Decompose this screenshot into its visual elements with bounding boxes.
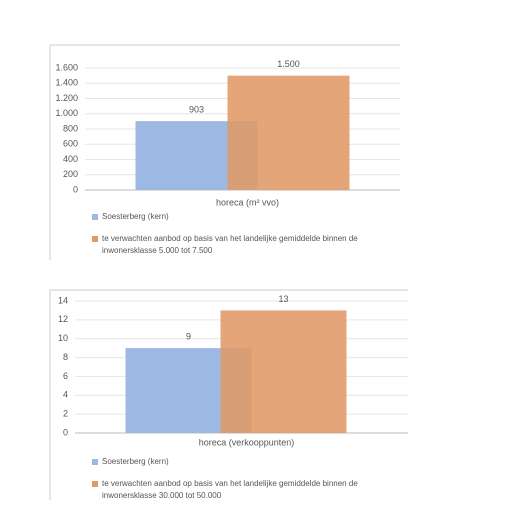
value-label: 13: [278, 294, 288, 304]
legend-label: Soesterberg (kern): [102, 212, 169, 221]
value-label: 1.500: [277, 59, 300, 69]
bar: [220, 310, 347, 433]
legend-swatch: [92, 214, 98, 220]
panel-border: [49, 289, 408, 500]
y-tick-label: 1.000: [55, 108, 78, 118]
y-tick-label: 8: [63, 352, 68, 362]
legend-label: Soesterberg (kern): [102, 457, 169, 466]
y-tick-label: 10: [58, 333, 68, 343]
bar: [227, 75, 350, 190]
y-tick-label: 12: [58, 314, 68, 324]
y-tick-label: 1.600: [55, 62, 78, 72]
y-tick-label: 2: [63, 409, 68, 419]
y-tick-label: 1.400: [55, 78, 78, 88]
y-tick-label: 800: [63, 123, 78, 133]
x-tick-label: horeca (verkooppunten): [199, 437, 295, 447]
y-tick-label: 0: [63, 427, 68, 437]
y-tick-label: 0: [73, 184, 78, 194]
legend-item: te verwachten aanbod op basis van het la…: [92, 478, 392, 502]
legend-item: Soesterberg (kern): [92, 211, 392, 223]
value-label: 9: [186, 332, 191, 342]
value-label: 903: [189, 105, 204, 115]
legend-label: te verwachten aanbod op basis van het la…: [102, 479, 358, 500]
y-tick-label: 600: [63, 139, 78, 149]
y-tick-label: 6: [63, 371, 68, 381]
y-tick-label: 14: [58, 295, 68, 305]
panel-border: [49, 44, 400, 260]
legend-item: te verwachten aanbod op basis van het la…: [92, 233, 392, 257]
legend-swatch: [92, 481, 98, 487]
legend-swatch: [92, 459, 98, 465]
y-tick-label: 200: [63, 169, 78, 179]
y-tick-label: 4: [63, 390, 68, 400]
y-tick-label: 1.200: [55, 93, 78, 103]
y-tick-label: 400: [63, 154, 78, 164]
legend-swatch: [92, 236, 98, 242]
x-tick-label: horeca (m² vvo): [216, 197, 279, 207]
legend-item: Soesterberg (kern): [92, 456, 392, 468]
legend-label: te verwachten aanbod op basis van het la…: [102, 234, 358, 255]
